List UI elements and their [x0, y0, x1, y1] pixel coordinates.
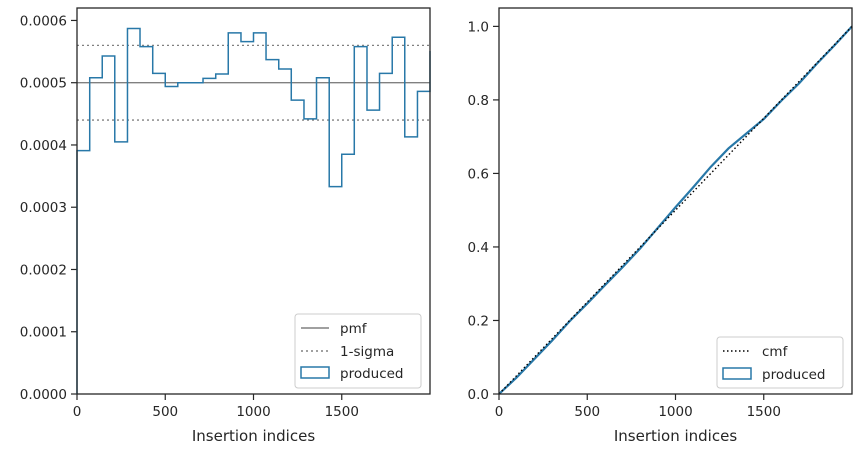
legend-pmf-label: pmf [340, 321, 368, 337]
left-xlabel: Insertion indices [192, 427, 315, 445]
right-xtick-label: 0 [495, 404, 504, 420]
cmf-axes: 0 500 1000 1500 0.0 0.2 0.4 0.6 0.8 1.0 Insertion … [468, 7, 853, 445]
legend-produced-label: produced [340, 366, 404, 382]
right-frame [498, 7, 853, 395]
left-legend: pmf 1-sigma produced [294, 313, 422, 389]
left-ytick-label: 0.0004 [20, 138, 67, 154]
left-ytick-label: 0.0002 [20, 262, 67, 278]
pmf-histogram-axes: 0 500 1000 1500 0.0000 0.0001 0.0002 0.0003 0.00… [20, 7, 431, 445]
left-ytick-label: 0.0003 [20, 200, 67, 216]
left-ytick-label: 0.0000 [20, 387, 67, 403]
left-ytick-label: 0.0005 [20, 76, 67, 92]
right-ytick-label: 0.2 [468, 313, 489, 329]
left-xtick-label: 500 [152, 404, 178, 420]
right-xtick-label: 500 [574, 404, 600, 420]
right-legend: cmf produced [716, 336, 844, 389]
legend-box [716, 336, 844, 389]
right-xtick-label: 1500 [747, 404, 781, 420]
right-xtick-label: 1000 [658, 404, 692, 420]
left-xtick-label: 0 [73, 404, 82, 420]
legend-produced-swatch [722, 367, 752, 380]
left-ytick-label: 0.0001 [20, 325, 67, 341]
legend-box [294, 313, 422, 389]
left-xtick-label: 1500 [325, 404, 359, 420]
right-ytick-label: 1.0 [468, 19, 489, 35]
right-ytick-label: 0.6 [468, 166, 489, 182]
legend-sigma-label: 1-sigma [340, 344, 394, 360]
legend-produced-label: produced [762, 367, 826, 383]
right-xlabel: Insertion indices [614, 427, 737, 445]
produced-histogram [76, 27, 431, 394]
cmf-line [498, 25, 853, 395]
produced-curve [498, 25, 853, 395]
left-ytick-label: 0.0006 [20, 13, 67, 29]
left-xtick-label: 1000 [236, 404, 270, 420]
legend-cmf-label: cmf [762, 344, 789, 360]
right-ytick-label: 0.8 [468, 93, 489, 109]
right-ytick-label: 0.4 [468, 240, 489, 256]
legend-produced-swatch [300, 366, 330, 379]
left-frame [76, 7, 431, 395]
right-ytick-label: 0.0 [468, 387, 489, 403]
